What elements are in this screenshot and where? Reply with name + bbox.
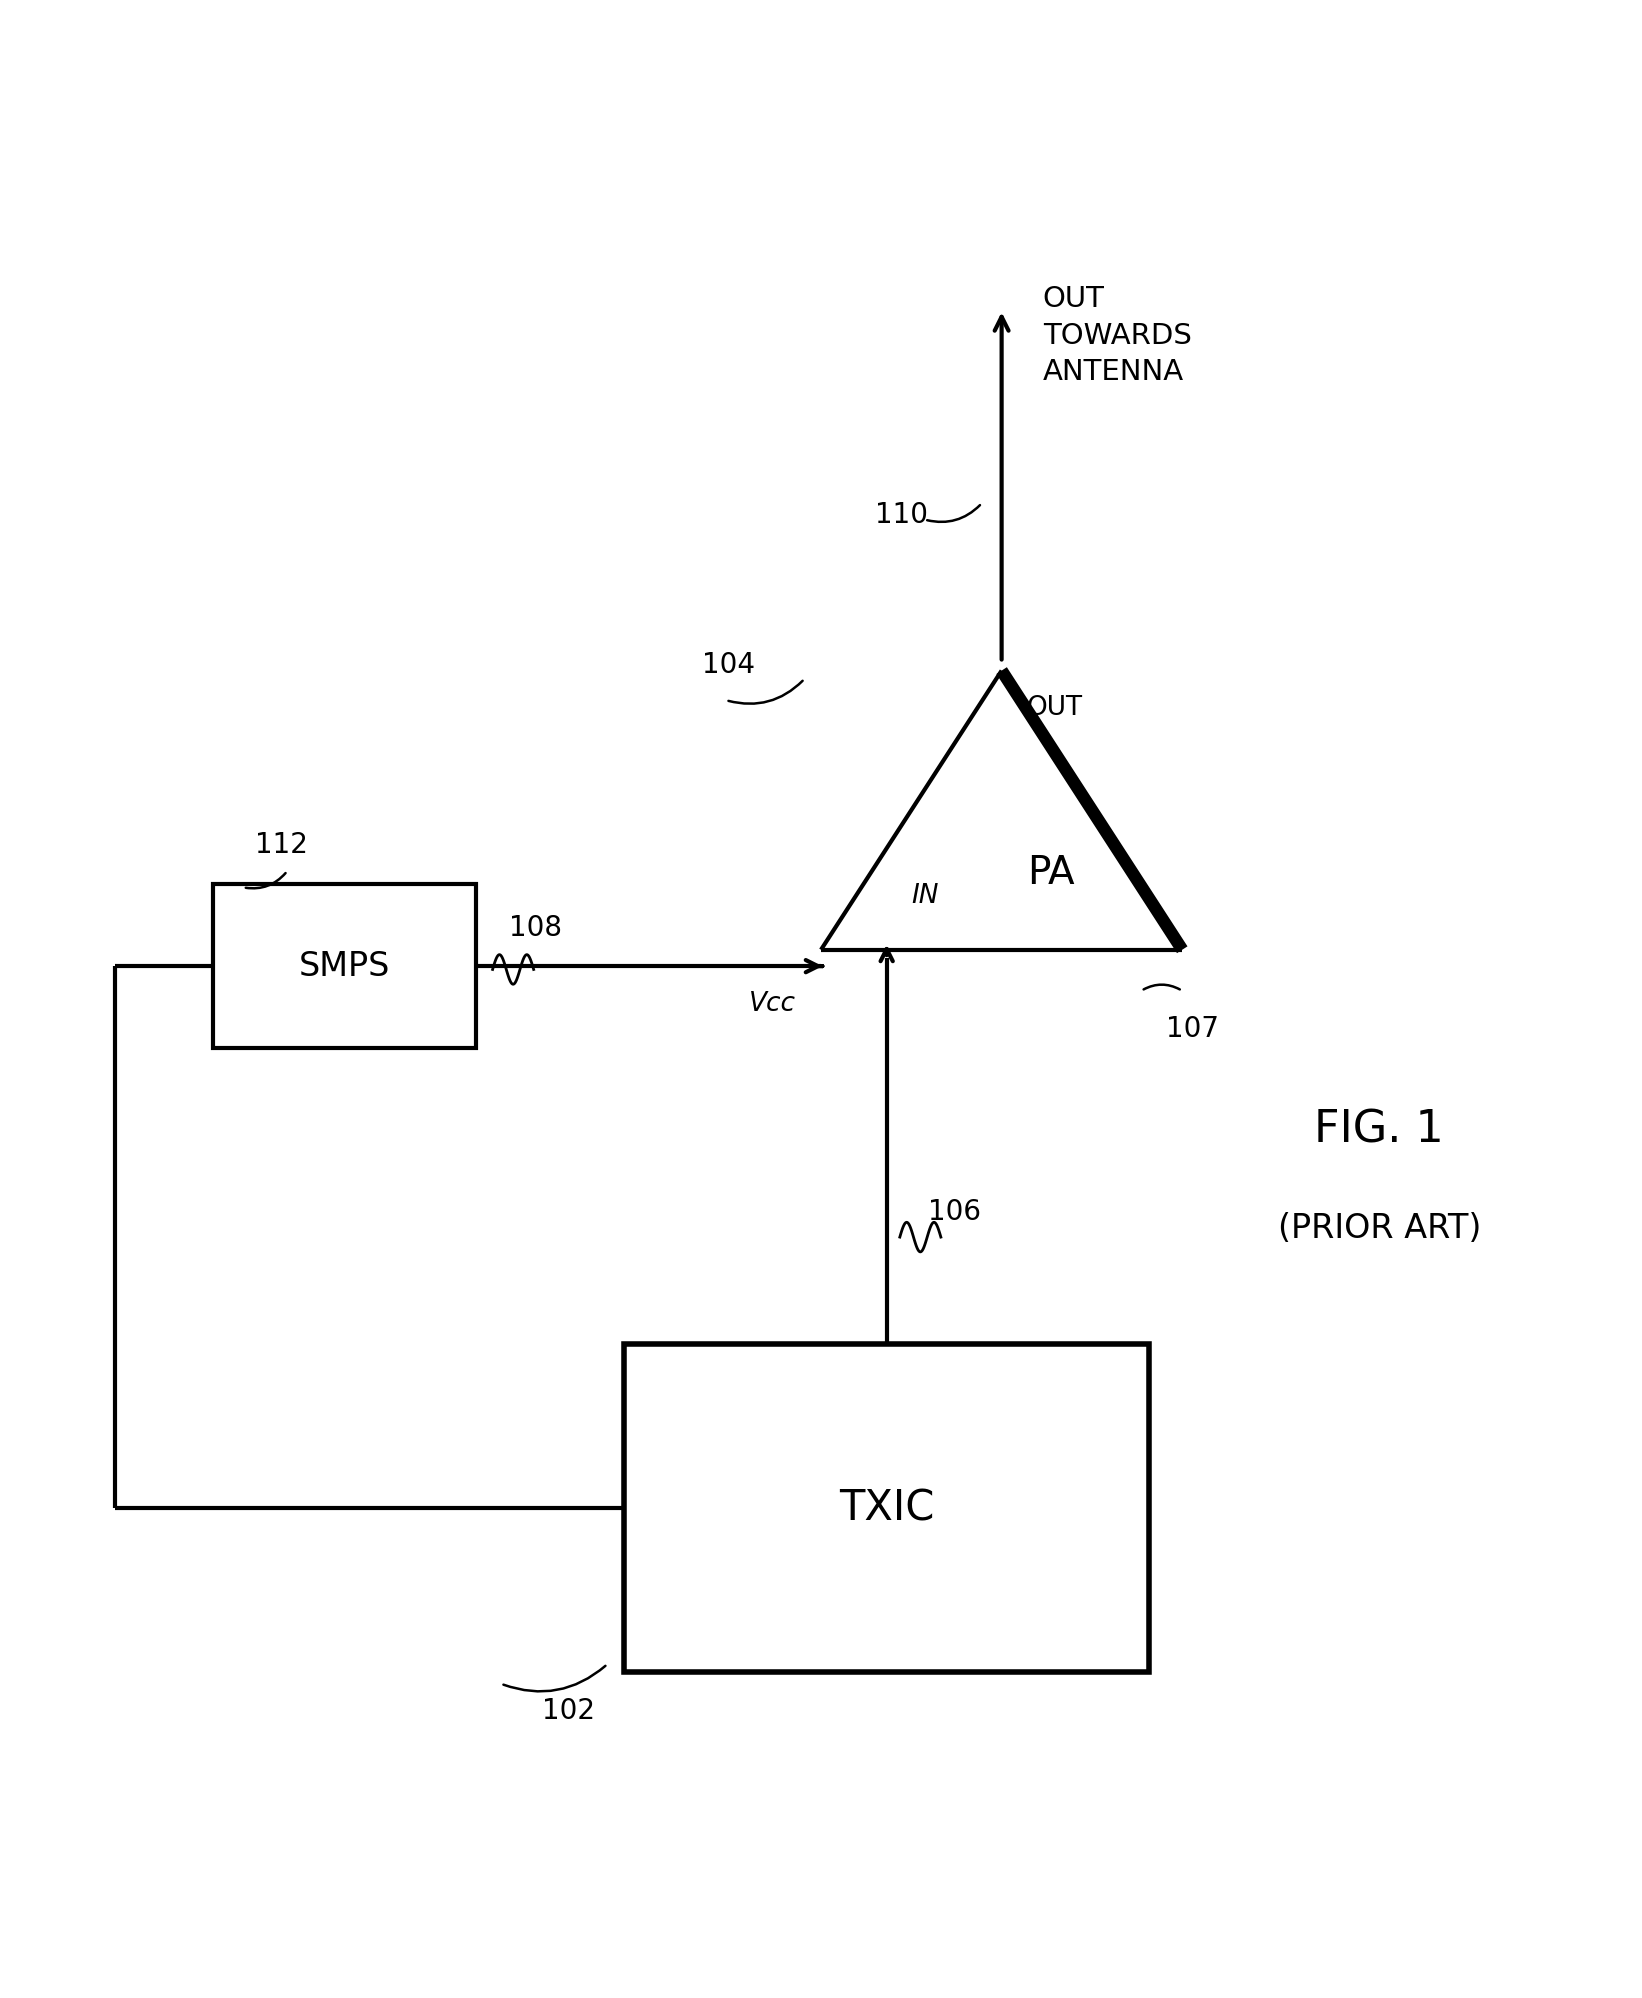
Bar [624, 1345, 1149, 1672]
Text: (PRIOR ART): (PRIOR ART) [1277, 1213, 1481, 1245]
Bar [213, 883, 476, 1049]
Text: Vcc: Vcc [749, 991, 796, 1017]
Text: 110: 110 [875, 501, 928, 529]
Text: FIG. 1: FIG. 1 [1314, 1109, 1445, 1153]
Text: 102: 102 [542, 1696, 594, 1724]
Text: SMPS: SMPS [299, 949, 391, 983]
Text: PA: PA [1026, 853, 1076, 893]
Text: 112: 112 [255, 831, 307, 859]
Text: 108: 108 [509, 913, 562, 941]
Text: OUT
TOWARDS
ANTENNA: OUT TOWARDS ANTENNA [1043, 286, 1192, 386]
Text: 106: 106 [928, 1199, 980, 1227]
Text: 104: 104 [703, 651, 755, 679]
Text: IN: IN [911, 883, 939, 909]
Text: OUT: OUT [1026, 695, 1082, 721]
Text: 107: 107 [1166, 1015, 1218, 1043]
Text: TXIC: TXIC [839, 1487, 934, 1528]
